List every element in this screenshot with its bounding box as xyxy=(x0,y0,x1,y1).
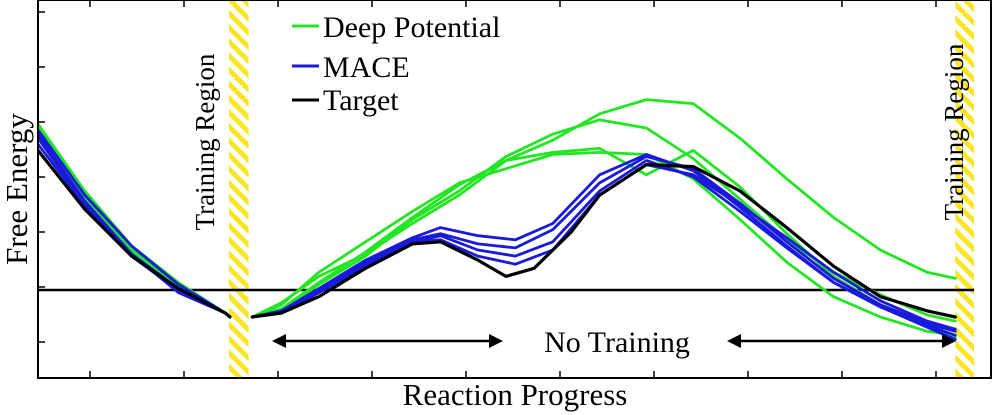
plot-frame xyxy=(37,0,992,379)
legend-label-mace: MACE xyxy=(323,51,410,84)
training-region-band-1 xyxy=(228,1,249,377)
no-training-left-arrow xyxy=(272,334,503,348)
no-training-right-arrow xyxy=(727,334,956,348)
axis-ticks xyxy=(38,0,937,378)
y-axis-label: Free Energy xyxy=(0,113,34,265)
training-region-right-label: Training Region xyxy=(939,43,969,220)
training-region-bands xyxy=(228,1,974,377)
series-layer xyxy=(38,98,957,341)
series-line-mace-8-seg2 xyxy=(250,163,957,331)
x-axis-label: Reaction Progress xyxy=(403,377,628,412)
series-line-mace-7-seg2 xyxy=(250,159,957,341)
plot-background xyxy=(38,0,991,378)
no-training-label: No Training xyxy=(544,326,690,359)
series-line-deep-potential-3-seg2 xyxy=(250,118,957,323)
legend-label-target: Target xyxy=(323,84,399,117)
legend: Deep Potential MACE Target xyxy=(292,11,500,117)
training-region-band-2 xyxy=(955,1,974,377)
series-line-target-9-seg2 xyxy=(250,163,957,319)
series-line-deep-potential-2-seg2 xyxy=(250,150,957,337)
training-region-left-label: Training Region xyxy=(190,53,220,230)
series-line-target-9-seg1 xyxy=(38,148,232,319)
legend-label-deep-potential: Deep Potential xyxy=(323,11,500,44)
